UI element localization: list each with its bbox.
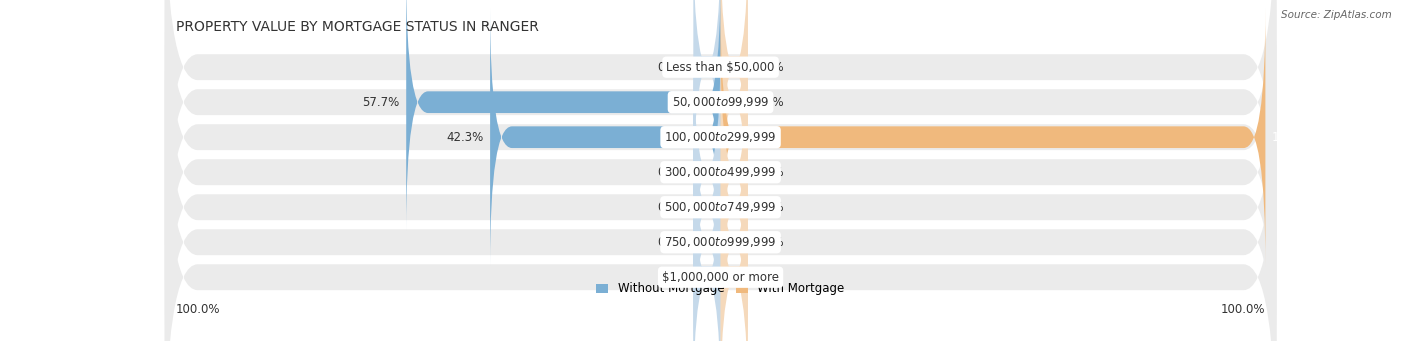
Text: 100.0%: 100.0%: [1220, 303, 1265, 316]
Text: $50,000 to $99,999: $50,000 to $99,999: [672, 95, 769, 109]
FancyBboxPatch shape: [721, 43, 748, 301]
Text: $500,000 to $749,999: $500,000 to $749,999: [665, 200, 776, 214]
FancyBboxPatch shape: [721, 8, 1265, 266]
Text: 0.0%: 0.0%: [657, 271, 686, 284]
Text: PROPERTY VALUE BY MORTGAGE STATUS IN RANGER: PROPERTY VALUE BY MORTGAGE STATUS IN RAN…: [176, 20, 538, 34]
Text: $100,000 to $299,999: $100,000 to $299,999: [665, 130, 776, 144]
FancyBboxPatch shape: [721, 78, 748, 337]
Text: 0.0%: 0.0%: [755, 201, 785, 214]
FancyBboxPatch shape: [693, 0, 721, 196]
FancyBboxPatch shape: [693, 148, 721, 341]
Text: 100.0%: 100.0%: [1272, 131, 1316, 144]
Text: 0.0%: 0.0%: [755, 61, 785, 74]
Text: 42.3%: 42.3%: [446, 131, 484, 144]
FancyBboxPatch shape: [721, 0, 748, 196]
Text: 0.0%: 0.0%: [657, 166, 686, 179]
Text: 0.0%: 0.0%: [755, 96, 785, 109]
FancyBboxPatch shape: [693, 78, 721, 337]
FancyBboxPatch shape: [721, 113, 748, 341]
Text: 0.0%: 0.0%: [657, 236, 686, 249]
FancyBboxPatch shape: [165, 0, 1277, 341]
FancyBboxPatch shape: [693, 113, 721, 341]
FancyBboxPatch shape: [165, 0, 1277, 299]
Text: 100.0%: 100.0%: [176, 303, 221, 316]
Text: $300,000 to $499,999: $300,000 to $499,999: [665, 165, 776, 179]
Text: 0.0%: 0.0%: [755, 166, 785, 179]
FancyBboxPatch shape: [693, 43, 721, 301]
FancyBboxPatch shape: [165, 0, 1277, 264]
Text: 0.0%: 0.0%: [657, 61, 686, 74]
Text: Source: ZipAtlas.com: Source: ZipAtlas.com: [1281, 10, 1392, 20]
Text: 0.0%: 0.0%: [657, 201, 686, 214]
FancyBboxPatch shape: [165, 0, 1277, 334]
FancyBboxPatch shape: [406, 0, 721, 232]
FancyBboxPatch shape: [491, 8, 721, 266]
Text: 0.0%: 0.0%: [755, 271, 785, 284]
FancyBboxPatch shape: [165, 80, 1277, 341]
Legend: Without Mortgage, With Mortgage: Without Mortgage, With Mortgage: [592, 278, 849, 300]
Text: $1,000,000 or more: $1,000,000 or more: [662, 271, 779, 284]
Text: 0.0%: 0.0%: [755, 236, 785, 249]
FancyBboxPatch shape: [721, 0, 748, 232]
FancyBboxPatch shape: [721, 148, 748, 341]
FancyBboxPatch shape: [165, 10, 1277, 341]
FancyBboxPatch shape: [165, 45, 1277, 341]
Text: $750,000 to $999,999: $750,000 to $999,999: [665, 235, 776, 249]
Text: 57.7%: 57.7%: [363, 96, 399, 109]
Text: Less than $50,000: Less than $50,000: [666, 61, 775, 74]
